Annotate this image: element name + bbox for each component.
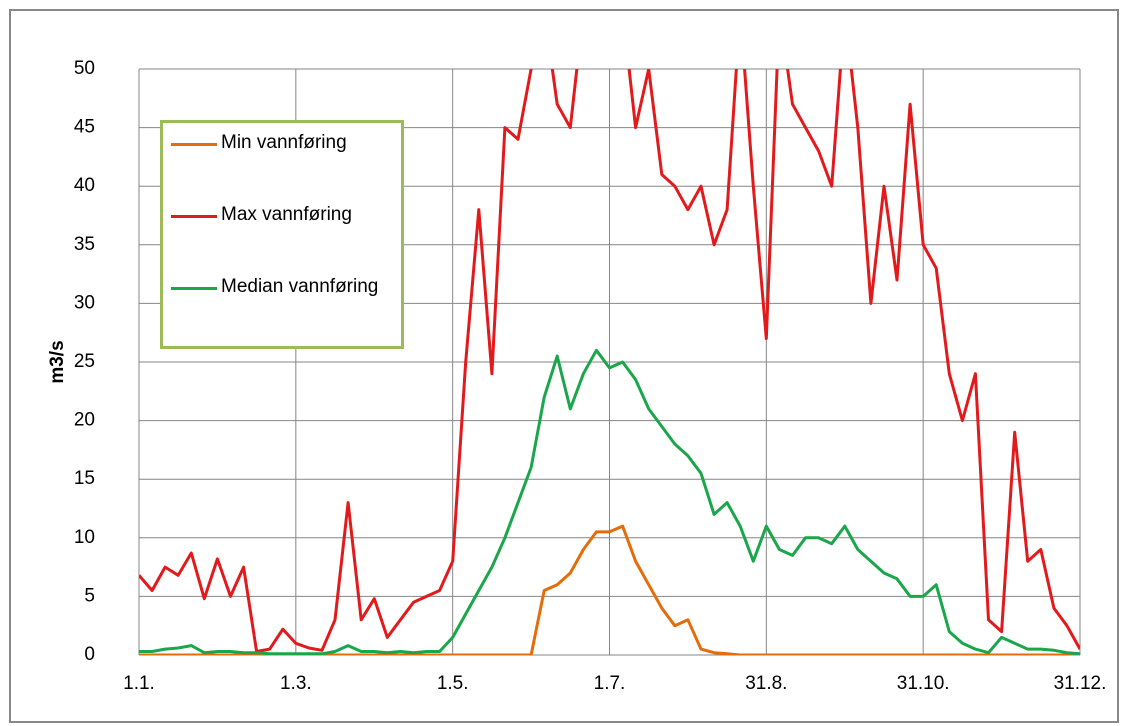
- y-tick-label: 45: [74, 117, 95, 138]
- series-line: [139, 69, 1080, 653]
- y-tick-label: 20: [74, 410, 95, 431]
- y-axis-label: m3/s: [47, 340, 68, 383]
- y-tick-label: 50: [74, 58, 95, 79]
- legend-swatch: [171, 143, 217, 146]
- y-tick-label: 10: [74, 527, 95, 548]
- legend-swatch: [171, 287, 217, 290]
- series-line: [139, 348, 1080, 655]
- legend-swatch: [171, 215, 217, 218]
- y-tick-label: 30: [74, 292, 95, 313]
- legend-label: Min vannføring: [221, 132, 347, 153]
- y-tick-label: 0: [84, 644, 95, 665]
- x-tick-label: 1.7.: [594, 673, 626, 694]
- x-tick-label: 1.1.: [123, 673, 155, 694]
- legend-label: Max vannføring: [221, 204, 352, 225]
- y-tick-label: 5: [84, 585, 95, 606]
- legend-label: Median vannføring: [221, 276, 379, 297]
- x-tick-label: 31.12.: [1054, 673, 1107, 694]
- y-tick-label: 35: [74, 234, 95, 255]
- x-tick-label: 1.3.: [280, 673, 312, 694]
- x-tick-label: 31.8.: [745, 673, 787, 694]
- y-tick-label: 25: [74, 351, 95, 372]
- x-tick-label: 31.10.: [897, 673, 950, 694]
- legend: Min vannføring Max vannføring Median vannf…: [160, 120, 404, 349]
- y-tick-label: 15: [74, 468, 95, 489]
- legend-entry: Min vannføring: [171, 129, 393, 201]
- y-tick-label: 40: [74, 175, 95, 196]
- x-tick-label: 1.5.: [437, 673, 469, 694]
- series-line: [139, 524, 1080, 655]
- legend-entry: Max vannføring: [171, 201, 393, 273]
- legend-entry: Median vannføring: [171, 273, 393, 345]
